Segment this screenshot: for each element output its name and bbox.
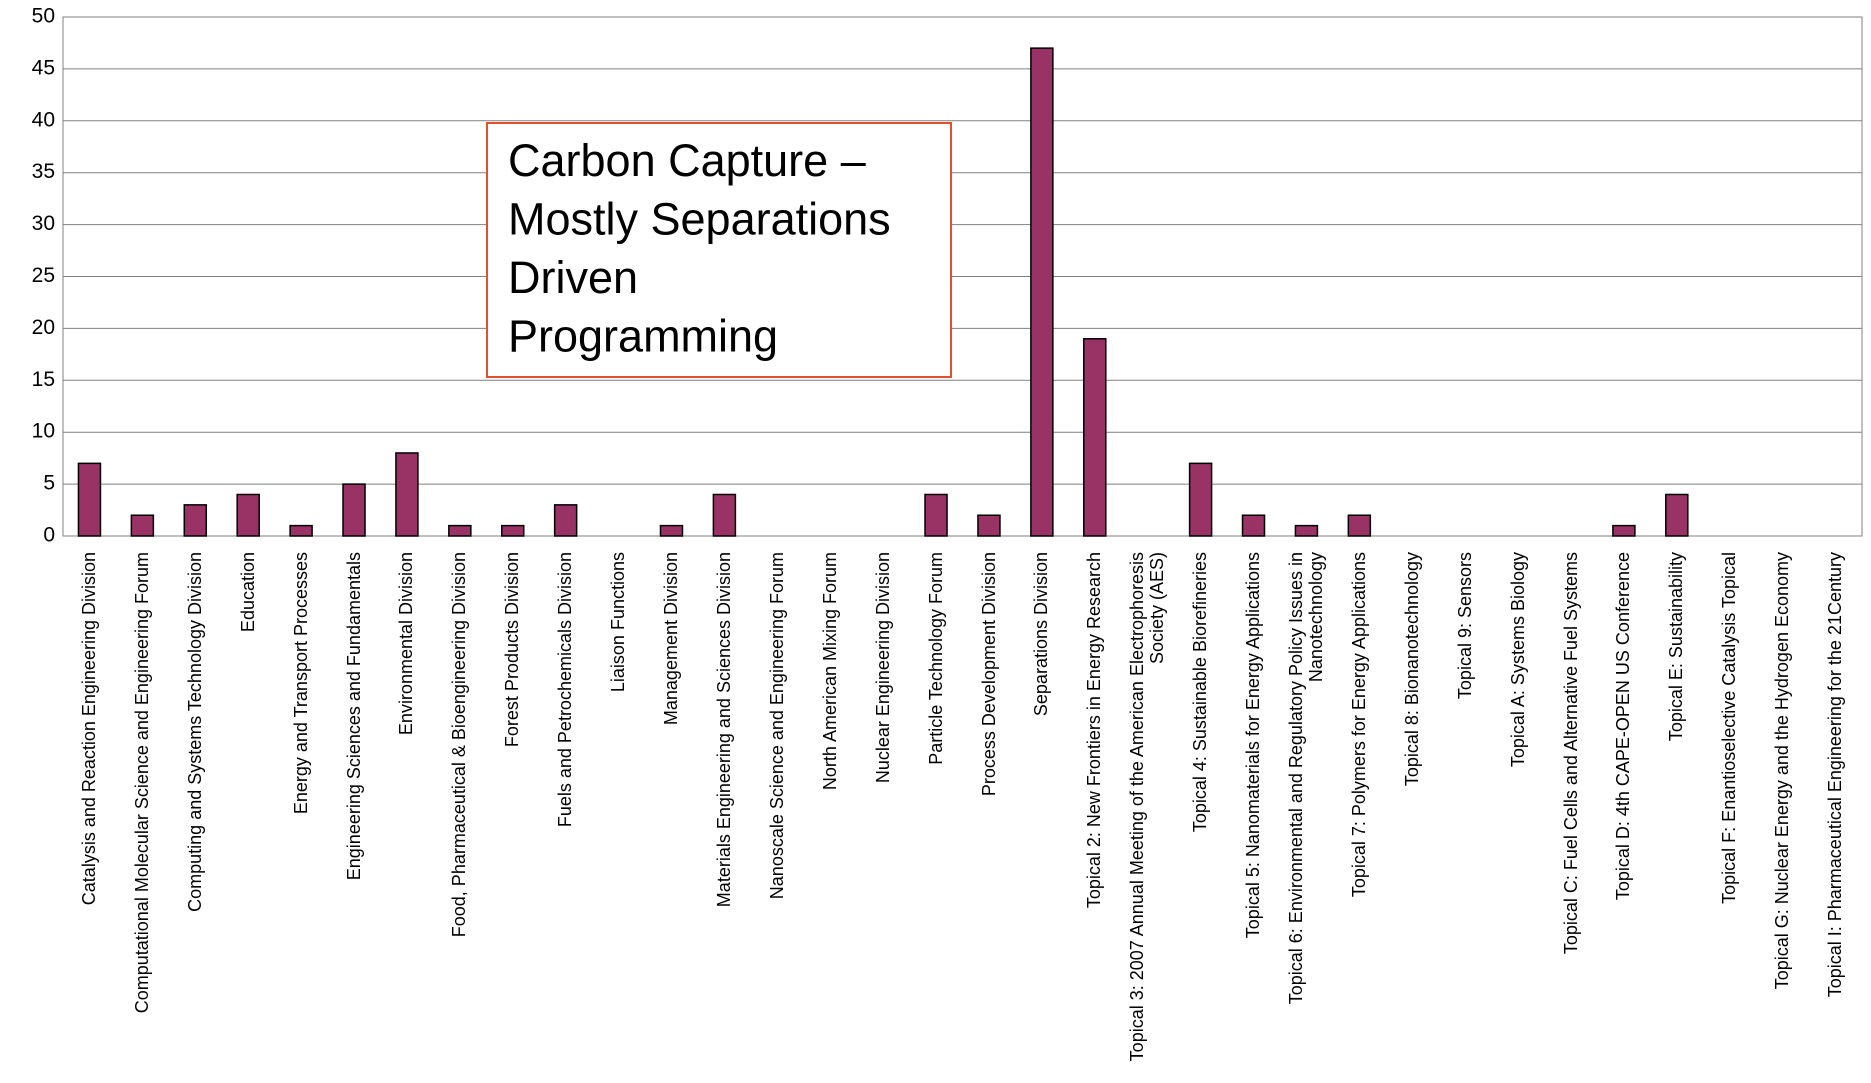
x-tick-label: North American Mixing Forum (820, 552, 841, 791)
x-tick-label: Nuclear Engineering Division (873, 552, 894, 784)
x-tick-label: Catalysis and Reaction Engineering Divis… (79, 552, 100, 906)
annotation-box (486, 122, 952, 378)
bar (395, 452, 419, 537)
x-tick-label: Topical F: Enantioselective Catalysis To… (1719, 552, 1740, 904)
x-tick-label: Topical 8: Bionanotechnology (1402, 552, 1423, 787)
annotation: Mostly Separations (508, 193, 891, 244)
x-tick-label: Topical 3: 2007 Annual Meeting of the Am… (1127, 552, 1168, 1062)
y-tick-label: 50 (32, 5, 55, 28)
x-tick-label: Liaison Functions (608, 552, 629, 693)
x-tick-label: Management Division (661, 552, 682, 726)
annotation: Driven (508, 252, 638, 303)
bar (1030, 47, 1054, 537)
y-tick-label: 20 (32, 316, 55, 339)
x-tick-label: Topical 9: Sensors (1455, 552, 1476, 700)
x-tick-label: Food, Pharmaceutical & Bioengineering Di… (449, 552, 470, 938)
bar (1612, 524, 1636, 537)
x-tick-label: Nanoscale Science and Engineering Forum (767, 552, 788, 900)
x-tick-label: Computing and Systems Technology Divisio… (185, 552, 206, 912)
x-tick-label: Topical D: 4th CAPE-OPEN US Conference (1613, 552, 1634, 901)
bar (289, 524, 313, 537)
x-tick-label: Topical A: Systems Biology (1508, 552, 1529, 768)
x-tick-label: Education (238, 552, 259, 633)
x-tick-label: Topical 6: Environmental and Regulatory … (1286, 552, 1327, 1005)
y-tick-label: 30 (32, 212, 55, 235)
x-tick-label: Topical E: Sustainability (1666, 552, 1687, 742)
bar (236, 493, 260, 537)
y-tick-label: 25 (32, 264, 55, 287)
x-tick-label: Particle Technology Forum (926, 552, 947, 765)
bar (77, 462, 102, 537)
y-tick-label: 15 (32, 368, 55, 391)
x-tick-label: Materials Engineering and Sciences Divis… (714, 552, 735, 908)
x-tick-label: Topical 2: New Frontiers in Energy Resea… (1084, 552, 1105, 909)
y-tick-label: 0 (43, 524, 55, 547)
x-tick-label: Energy and Transport Processes (291, 552, 312, 815)
bar (1083, 338, 1107, 537)
bar (712, 493, 737, 537)
x-tick-label: Engineering Sciences and Fundamentals (344, 552, 364, 881)
x-tick-label: Computational Molecular Science and Engi… (132, 552, 153, 1014)
bar (1241, 514, 1266, 537)
bar (924, 493, 948, 537)
annotation: Carbon Capture – (508, 135, 866, 186)
x-tick-label: Process Development Division (978, 552, 999, 797)
x-tick-label: Topical 7: Polymers for Energy Applicati… (1349, 552, 1370, 898)
y-tick-label: 10 (32, 420, 55, 443)
bar (1347, 514, 1372, 537)
y-tick-label: 35 (32, 160, 55, 183)
x-tick-label: Topical I: Pharmaceutical Engineering fo… (1825, 552, 1846, 998)
bar (659, 524, 684, 537)
bar (553, 504, 578, 537)
y-tick-label: 45 (32, 56, 55, 79)
y-tick-label: 40 (32, 108, 55, 131)
annotation: Programming (508, 310, 778, 361)
x-tick-label: Topical 4: Sustainable Biorefineries (1190, 552, 1211, 833)
x-tick-label: Fuels and Petrochemicals Division (555, 552, 576, 828)
bar (977, 514, 1001, 537)
x-tick-label: Topical 5: Nanomaterials for Energy Appl… (1243, 552, 1264, 939)
x-tick-label: Environmental Division (396, 552, 417, 736)
bar (1188, 462, 1213, 537)
plot-border (62, 16, 1863, 537)
bar (130, 514, 155, 537)
x-tick-label: Separations Division (1031, 552, 1052, 717)
x-tick-label: Topical C: Fuel Cells and Alternative Fu… (1560, 552, 1581, 955)
bar (342, 483, 366, 537)
x-tick-label: Forest Products Division (502, 552, 523, 748)
bar (1665, 493, 1689, 537)
x-tick-label: Topical G: Nuclear Energy and the Hydrog… (1772, 552, 1793, 990)
bar (183, 504, 208, 537)
bar (501, 524, 525, 537)
bar (448, 524, 472, 537)
y-tick-label: 5 (43, 472, 55, 495)
bar (1294, 524, 1319, 537)
